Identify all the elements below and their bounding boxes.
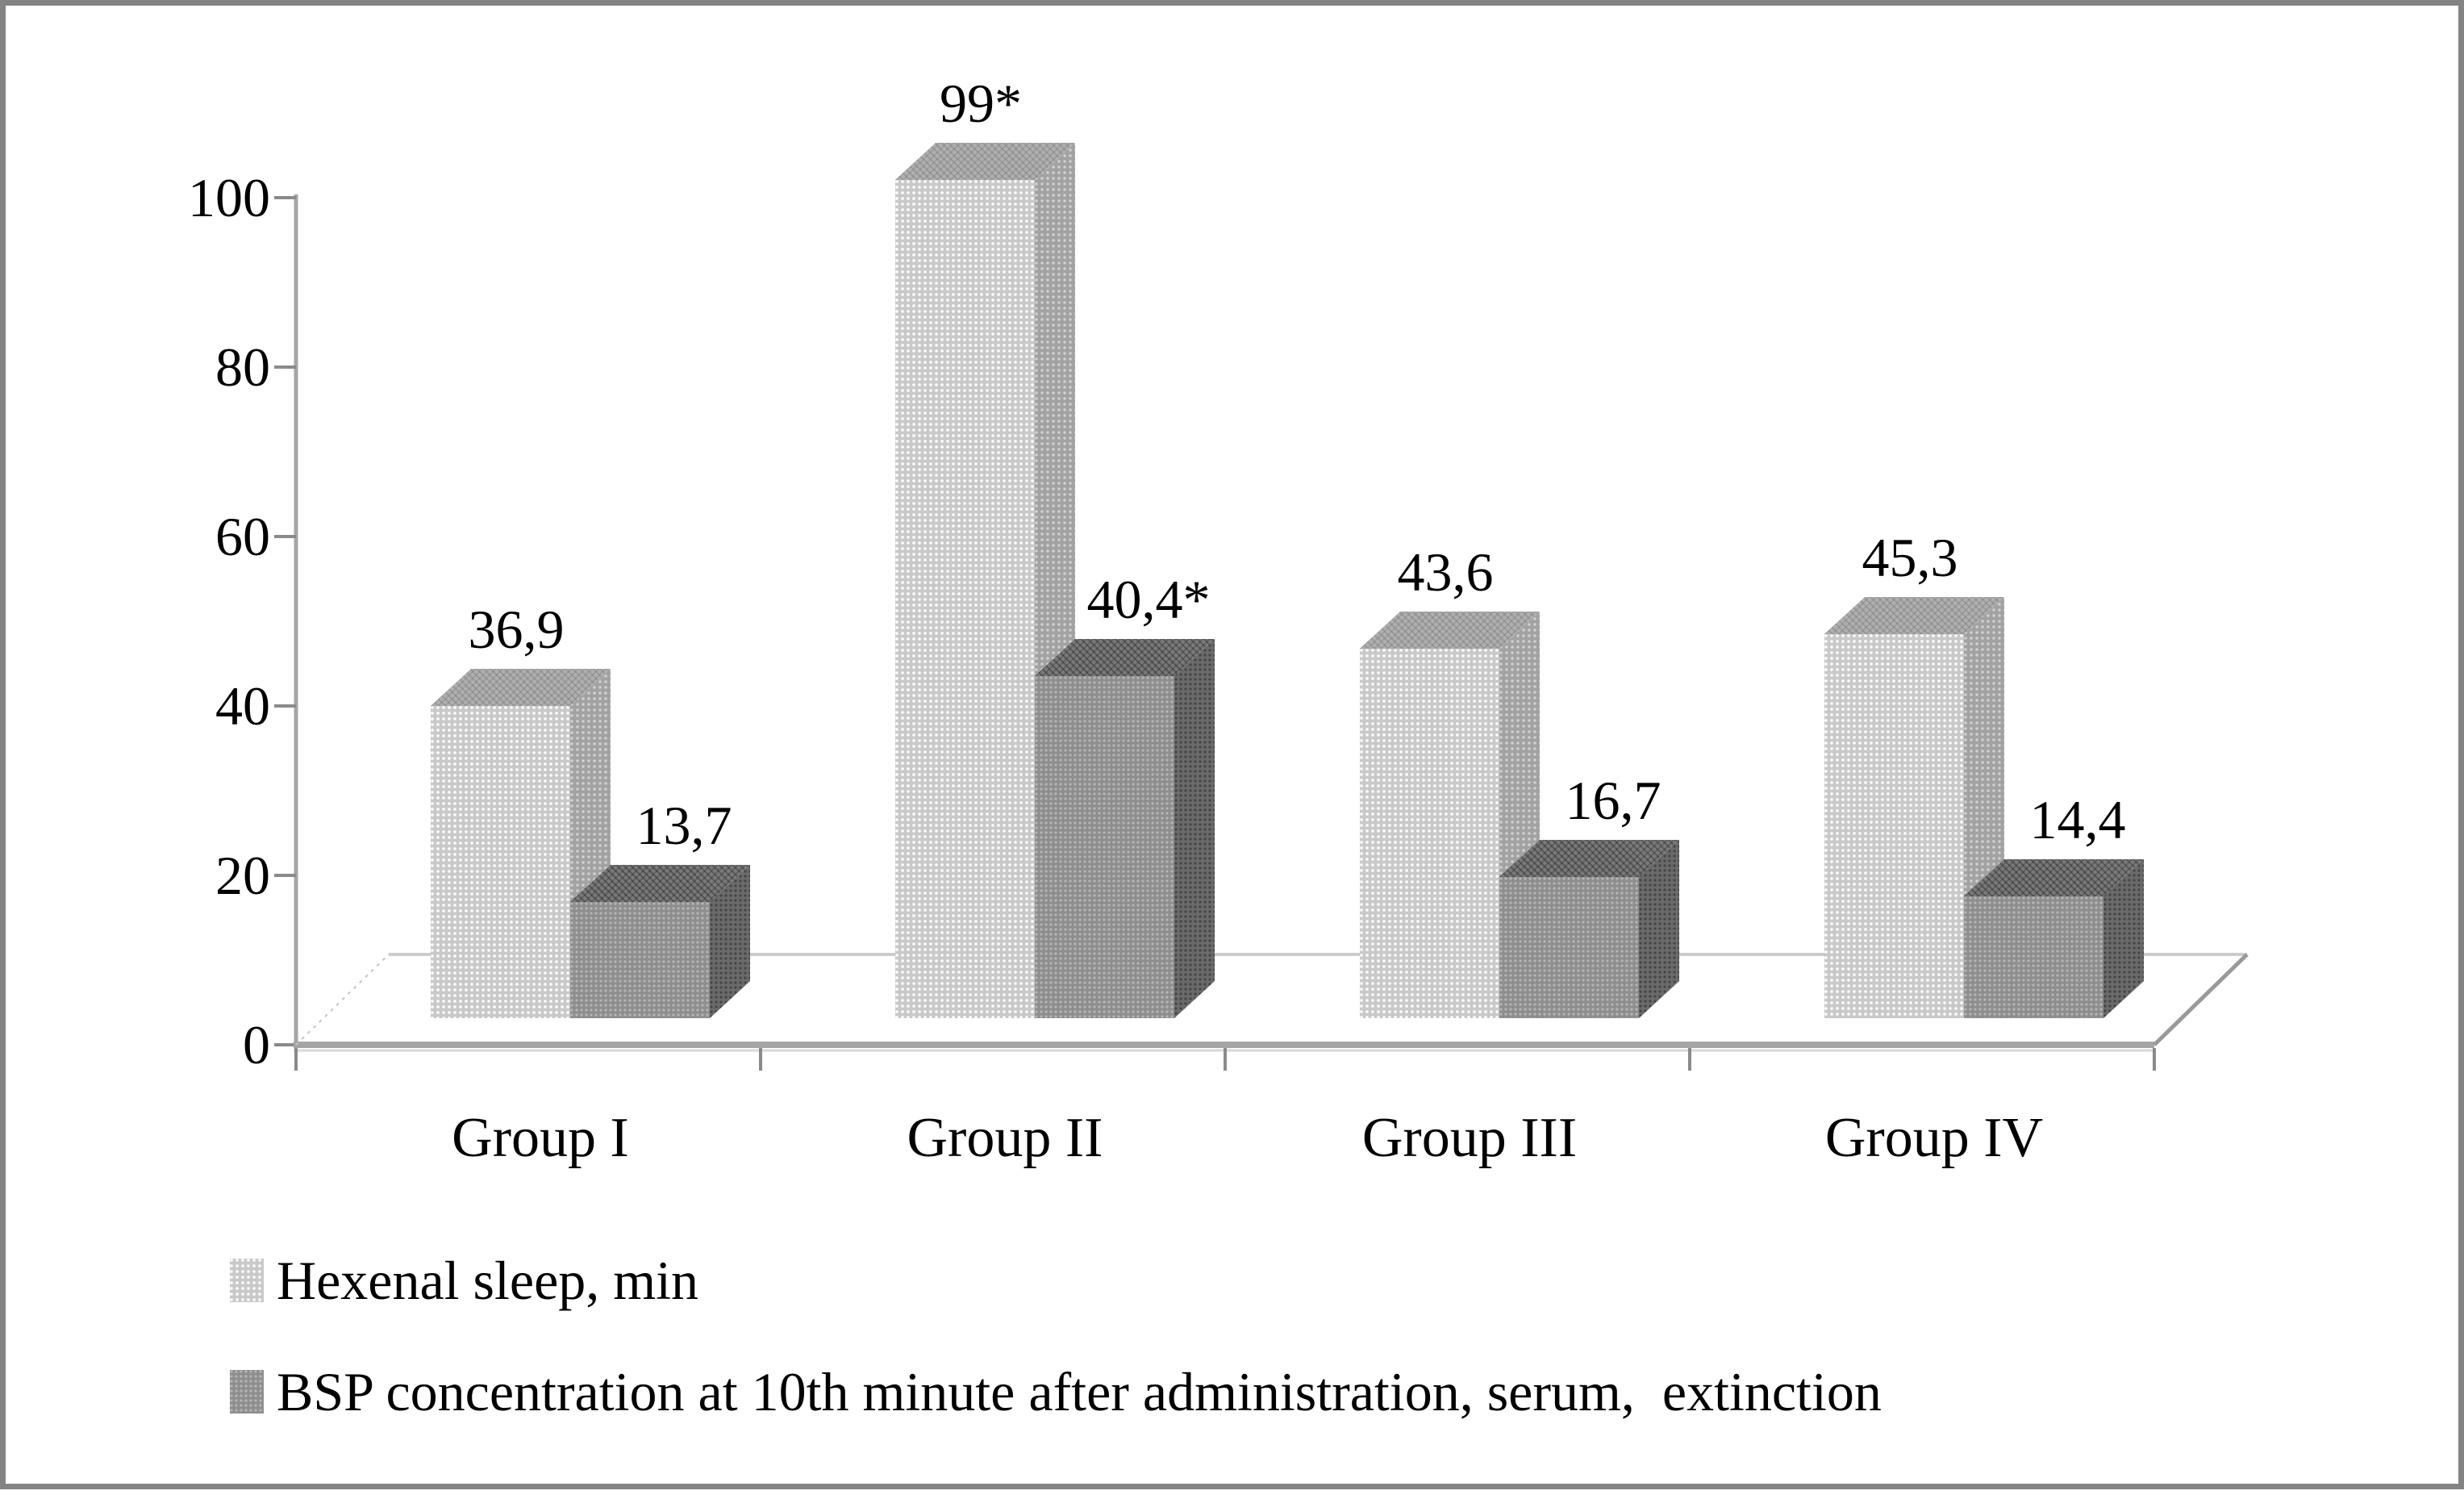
x-axis-category-label: Group I: [452, 1107, 629, 1169]
y-axis-tick-label: 100: [188, 167, 270, 228]
y-axis-tick-label: 80: [215, 336, 270, 398]
bar-front-face: [1499, 877, 1639, 1018]
bar-value-label: 36,9: [468, 599, 565, 660]
legend-item-bsp-concentration: BSP concentration at 10th minute after a…: [230, 1358, 1882, 1426]
y-axis-tick-label: 20: [215, 845, 270, 906]
bar-front-face: [895, 180, 1035, 1018]
x-axis-category-label: Group IV: [1824, 1107, 2044, 1169]
bar-side-face: [1174, 639, 1215, 1018]
legend-item-hexenal-sleep: Hexenal sleep, min: [230, 1247, 698, 1314]
bar-value-label: 14,4: [2029, 789, 2126, 850]
y-axis-tick-label: 60: [215, 506, 270, 567]
bar-value-label: 43,6: [1397, 541, 1494, 603]
y-axis-tick-label: 0: [243, 1014, 270, 1075]
bar-value-label: 40,4*: [1086, 569, 1211, 630]
floor-right-edge: [2153, 953, 2249, 1046]
floor-left-edge: [295, 954, 390, 1046]
bar-value-label: 13,7: [636, 795, 732, 856]
bar-front-face: [1360, 649, 1499, 1018]
bar-front-face: [1824, 634, 1964, 1018]
y-axis-tick-label: 40: [215, 675, 270, 737]
bar-front-face: [431, 706, 570, 1018]
bar-front-face: [1964, 896, 2103, 1018]
bar-front-face: [1035, 676, 1174, 1018]
bar-value-label: 16,7: [1565, 770, 1661, 831]
legend-swatch-dark-series: [230, 1370, 264, 1414]
bar-value-label: 99*: [940, 73, 1022, 134]
legend-label: Hexenal sleep, min: [277, 1250, 699, 1311]
bar-value-label: 45,3: [1862, 527, 1958, 588]
legend-swatch-light-series: [230, 1259, 264, 1302]
x-axis-category-label: Group II: [907, 1107, 1103, 1169]
bar-front-face: [570, 902, 710, 1018]
x-axis-category-label: Group III: [1361, 1107, 1578, 1169]
legend-label: BSP concentration at 10th minute after a…: [277, 1361, 1882, 1422]
